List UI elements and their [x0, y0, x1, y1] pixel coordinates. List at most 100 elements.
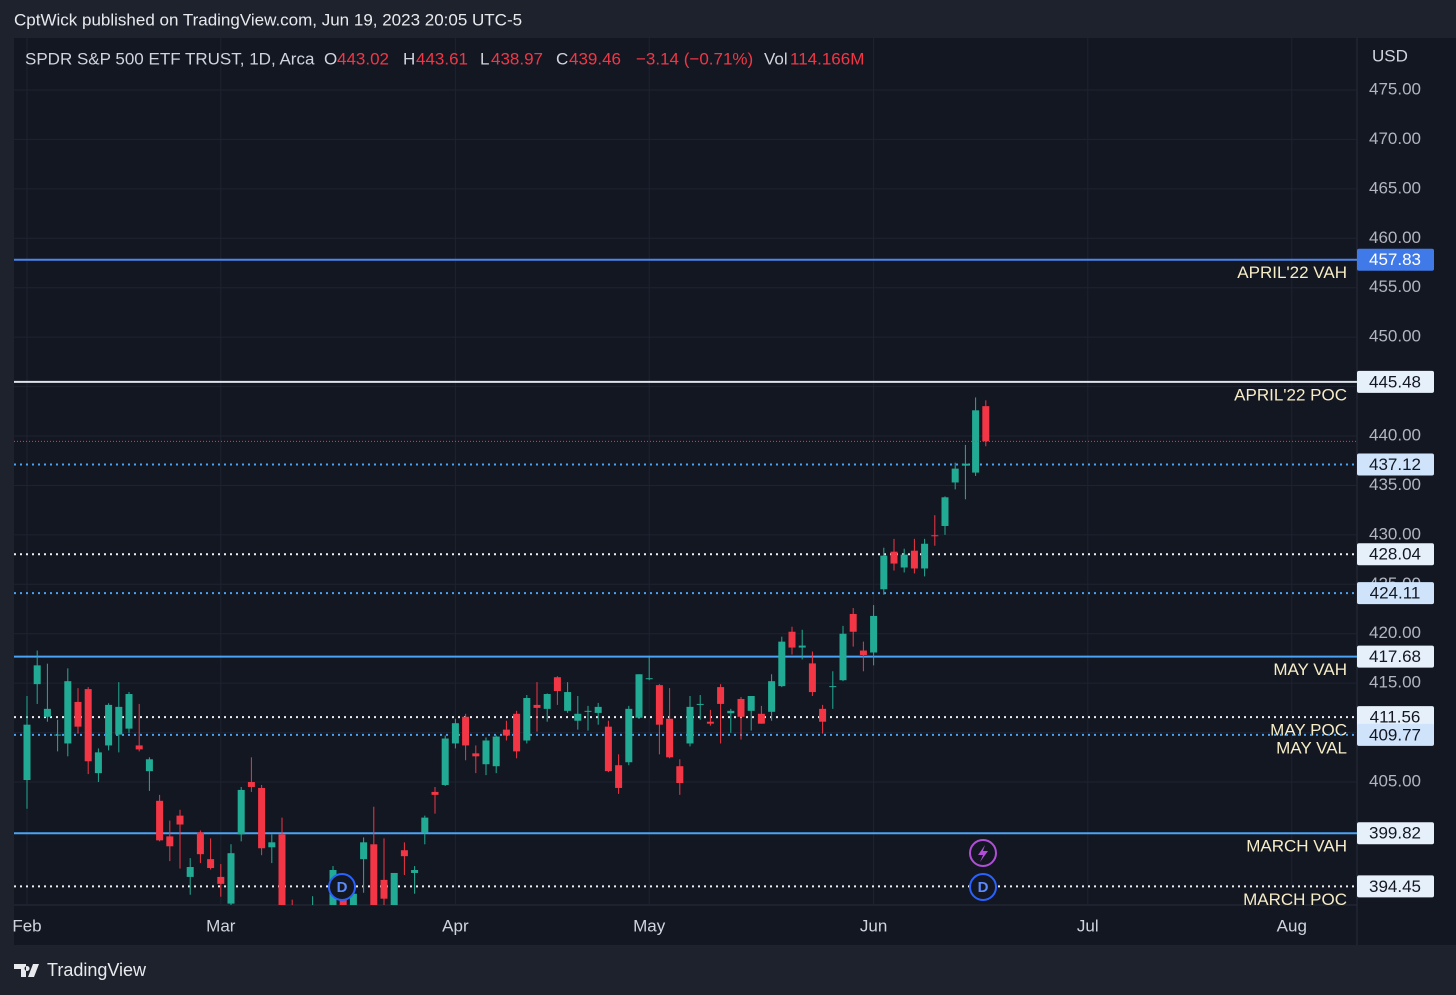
candle-body	[472, 753, 480, 757]
candle-body	[798, 645, 806, 648]
legend-key: H	[403, 49, 415, 68]
candle-body	[482, 740, 490, 765]
level-label: MAY VAH	[1273, 660, 1347, 679]
y-tick-label: 460.00	[1369, 228, 1421, 247]
candle-body	[196, 832, 204, 855]
candle-body	[890, 551, 898, 564]
candle-body	[411, 870, 419, 873]
candle-body	[370, 844, 378, 905]
candle-body	[502, 729, 510, 736]
y-tick-label: 440.00	[1369, 425, 1421, 444]
x-tick-label: Jul	[1077, 916, 1099, 935]
svg-text:D: D	[337, 879, 348, 896]
y-tick-label: 450.00	[1369, 327, 1421, 346]
candle-body	[778, 641, 786, 687]
x-tick-label: Mar	[206, 916, 236, 935]
x-tick-label: Jun	[860, 916, 887, 935]
candle-body	[880, 555, 888, 590]
price-label-box	[1357, 645, 1434, 668]
candle-body	[207, 859, 215, 869]
price-label: 411.56	[1370, 708, 1421, 727]
candle-body	[135, 745, 143, 750]
symbol: SPDR S&P 500 ETF TRUST, 1D, Arca	[25, 49, 315, 68]
candle-body	[441, 738, 449, 785]
price-label-box	[1357, 370, 1434, 393]
price-label: 457.83	[1369, 250, 1421, 269]
legend-value: 443.02	[337, 49, 389, 68]
candle-body	[553, 677, 561, 692]
grid	[14, 38, 1357, 905]
candle-body	[686, 706, 694, 744]
price-label: 417.68	[1369, 647, 1421, 666]
svg-text:D: D	[978, 879, 989, 896]
candle-body	[84, 689, 92, 762]
candle-body	[237, 789, 245, 835]
candle-body	[615, 765, 623, 788]
x-tick-label: May	[633, 916, 666, 935]
legend-key: O	[324, 49, 337, 68]
x-tick-label: Aug	[1277, 916, 1307, 935]
price-label: 445.48	[1369, 372, 1421, 391]
candle-body	[839, 633, 847, 681]
candle-body	[54, 734, 62, 736]
candle-body	[74, 701, 82, 727]
y-tick-label: 475.00	[1369, 79, 1421, 98]
candle-body	[33, 665, 41, 685]
candle-body	[360, 842, 368, 860]
candle-body	[829, 686, 837, 688]
candle-body	[900, 554, 908, 568]
candle-body	[564, 692, 572, 711]
candle-body	[400, 850, 408, 857]
candle-body	[594, 706, 602, 713]
candle-body	[727, 710, 735, 714]
candle-body	[115, 706, 123, 735]
legend-key: Vol	[764, 49, 788, 68]
candle-body	[696, 703, 704, 705]
candle-body	[462, 716, 470, 746]
y-tick-label: 465.00	[1369, 178, 1421, 197]
candle-body	[655, 685, 663, 725]
candle-body	[706, 721, 714, 724]
candle-body	[43, 708, 51, 717]
candle-body	[533, 704, 541, 708]
candle-body	[64, 681, 72, 744]
candle-body	[176, 815, 184, 825]
legend-value: 443.61	[416, 49, 468, 68]
candle-body	[186, 867, 194, 877]
y-tick-label: 455.00	[1369, 277, 1421, 296]
candle-body	[258, 787, 266, 849]
candle-body	[921, 543, 929, 569]
candle-body	[105, 704, 113, 746]
legend-key: L	[480, 49, 489, 68]
axis-unit: USD	[1372, 46, 1408, 65]
candle-body	[961, 463, 969, 466]
level-label: MARCH VAH	[1246, 837, 1347, 856]
candle-body	[451, 723, 459, 744]
candle-body	[574, 713, 582, 721]
candle-body	[819, 708, 827, 722]
candle-body	[972, 410, 980, 473]
candle-body	[768, 681, 776, 712]
y-tick-label: 420.00	[1369, 623, 1421, 642]
candle-body	[625, 708, 633, 763]
candle-body	[849, 613, 857, 632]
y-tick-label: 470.00	[1369, 129, 1421, 148]
candle-body	[604, 726, 612, 772]
candle-body	[513, 713, 521, 752]
price-label: 437.12	[1369, 455, 1421, 474]
candle-body	[156, 800, 164, 841]
candle-body	[421, 817, 429, 833]
level-label: APRIL'22 VAH	[1237, 263, 1347, 282]
candle-body	[217, 876, 225, 884]
y-tick-label: 435.00	[1369, 475, 1421, 494]
candle-body	[982, 406, 990, 442]
candle-body	[870, 615, 878, 653]
event-icon	[969, 839, 997, 867]
legend: SPDR S&P 500 ETF TRUST, 1D, Arca O 443.0…	[25, 49, 864, 68]
candle-body	[737, 698, 745, 717]
logo: TradingView	[14, 960, 147, 980]
candle-body	[941, 497, 949, 526]
